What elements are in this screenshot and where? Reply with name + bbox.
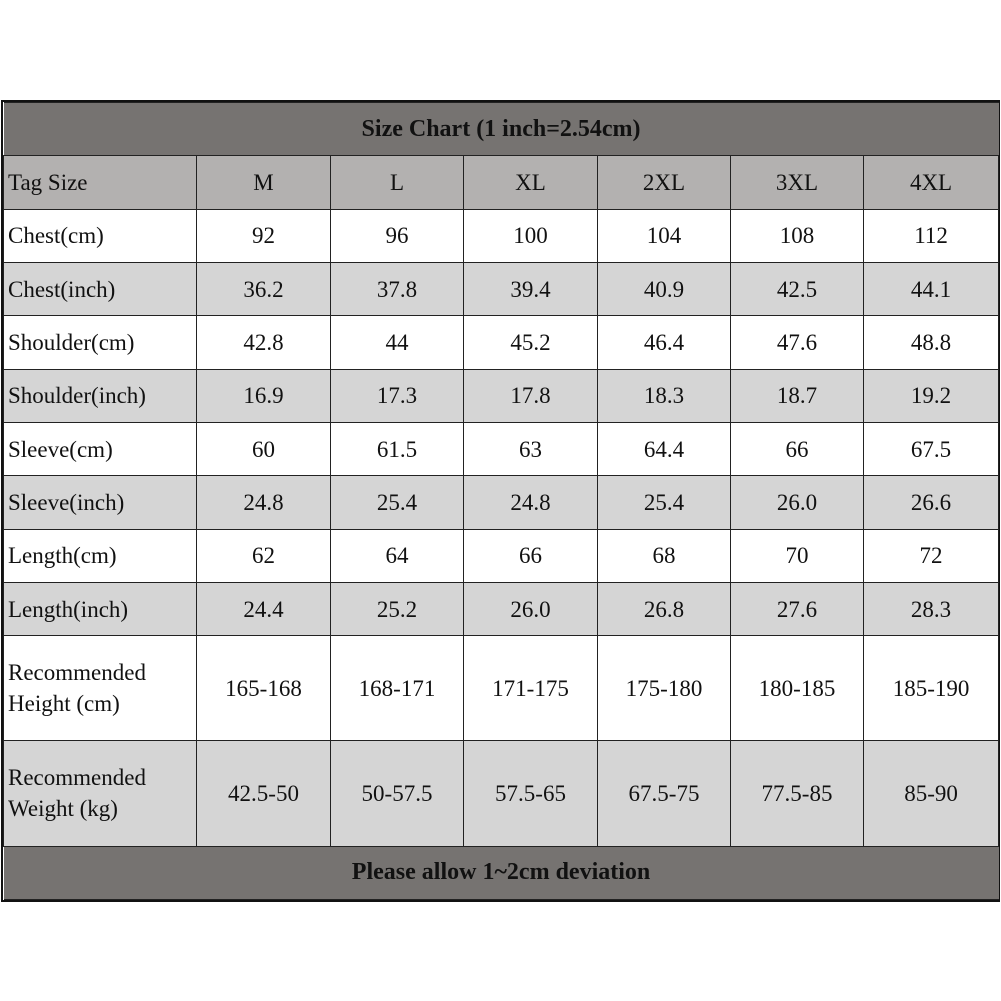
table-cell: 77.5-85 <box>730 740 864 847</box>
table-cell: 66 <box>730 422 864 477</box>
table-cell: 37.8 <box>330 262 464 317</box>
row-label: Shoulder(inch) <box>3 368 197 424</box>
table-row: Chest(cm) 92 96 100 104 108 112 <box>3 208 1000 264</box>
table-cell: 27.6 <box>730 582 864 637</box>
header-row: Tag Size M L XL 2XL 3XL 4XL <box>3 155 1000 210</box>
table-cell: 25.2 <box>330 582 464 637</box>
table-cell: 165-168 <box>196 635 331 742</box>
table-cell: 24.8 <box>463 475 598 530</box>
table-cell: 67.5-75 <box>597 740 731 847</box>
table-cell: 63 <box>463 422 598 477</box>
table-cell: 100 <box>463 208 598 264</box>
table-cell: 18.7 <box>730 368 864 424</box>
table-cell: 40.9 <box>597 262 731 317</box>
table-cell: 17.3 <box>330 368 464 424</box>
table-cell: 96 <box>330 208 464 264</box>
table-cell: 85-90 <box>862 740 1000 847</box>
header-size: L <box>330 155 464 210</box>
table-row: Sleeve(inch) 24.8 25.4 24.8 25.4 26.0 26.6 <box>3 475 1000 530</box>
header-size: 4XL <box>862 155 1000 210</box>
size-table: Size Chart (1 inch=2.54cm) Tag Size M L XL 2… <box>3 101 1000 900</box>
table-cell: 66 <box>463 528 598 584</box>
table-cell: 168-171 <box>330 635 464 742</box>
table-cell: 44.1 <box>862 262 1000 317</box>
table-cell: 185-190 <box>862 635 1000 742</box>
table-row: Shoulder(inch) 16.9 17.3 17.8 18.3 18.7 19.2 <box>3 368 1000 424</box>
table-cell: 48.8 <box>862 315 1000 370</box>
table-cell: 24.8 <box>196 475 331 530</box>
table-cell: 42.5-50 <box>196 740 331 847</box>
table-cell: 42.8 <box>196 315 331 370</box>
title-row: Size Chart (1 inch=2.54cm) <box>3 101 999 157</box>
table-cell: 57.5-65 <box>463 740 598 847</box>
table-row: Recommended Weight (kg) 42.5-50 50-57.5 57.… <box>3 740 1000 847</box>
table-cell: 25.4 <box>330 475 464 530</box>
table-cell: 47.6 <box>730 315 864 370</box>
row-label: Shoulder(cm) <box>3 315 197 370</box>
row-label: Chest(inch) <box>3 262 197 317</box>
table-cell: 16.9 <box>196 368 331 424</box>
table-cell: 18.3 <box>597 368 731 424</box>
table-cell: 72 <box>862 528 1000 584</box>
row-label: Sleeve(inch) <box>3 475 197 530</box>
table-row: Length(inch) 24.4 25.2 26.0 26.8 27.6 28.3 <box>3 582 1000 637</box>
table-cell: 171-175 <box>463 635 598 742</box>
table-cell: 68 <box>597 528 731 584</box>
table-cell: 24.4 <box>196 582 331 637</box>
table-cell: 60 <box>196 422 331 477</box>
table-cell: 104 <box>597 208 731 264</box>
table-cell: 61.5 <box>330 422 464 477</box>
table-cell: 112 <box>862 208 1000 264</box>
header-label: Tag Size <box>3 155 197 210</box>
table-row: Length(cm) 62 64 66 68 70 72 <box>3 528 1000 584</box>
footer-row: Please allow 1~2cm deviation <box>3 845 999 900</box>
table-row: Sleeve(cm) 60 61.5 63 64.4 66 67.5 <box>3 422 1000 477</box>
table-cell: 26.0 <box>730 475 864 530</box>
table-cell: 62 <box>196 528 331 584</box>
table-cell: 26.6 <box>862 475 1000 530</box>
row-label: Sleeve(cm) <box>3 422 197 477</box>
table-cell: 42.5 <box>730 262 864 317</box>
table-cell: 36.2 <box>196 262 331 317</box>
table-cell: 39.4 <box>463 262 598 317</box>
header-size: 3XL <box>730 155 864 210</box>
table-cell: 44 <box>330 315 464 370</box>
table-row: Shoulder(cm) 42.8 44 45.2 46.4 47.6 48.8 <box>3 315 1000 370</box>
table-cell: 25.4 <box>597 475 731 530</box>
table-cell: 92 <box>196 208 331 264</box>
size-chart: Size Chart (1 inch=2.54cm) Tag Size M L XL 2… <box>1 100 1000 902</box>
deviation-note: Please allow 1~2cm deviation <box>3 845 999 900</box>
table-cell: 108 <box>730 208 864 264</box>
header-size: XL <box>463 155 598 210</box>
row-label: Chest(cm) <box>3 208 197 264</box>
table-cell: 175-180 <box>597 635 731 742</box>
chart-title: Size Chart (1 inch=2.54cm) <box>3 101 999 157</box>
table-row: Chest(inch) 36.2 37.8 39.4 40.9 42.5 44.1 <box>3 262 1000 317</box>
table-cell: 17.8 <box>463 368 598 424</box>
table-cell: 46.4 <box>597 315 731 370</box>
row-label: Recommended Height (cm) <box>3 635 197 742</box>
table-cell: 180-185 <box>730 635 864 742</box>
header-size: 2XL <box>597 155 731 210</box>
table-cell: 19.2 <box>862 368 1000 424</box>
row-label: Length(cm) <box>3 528 197 584</box>
row-label: Recommended Weight (kg) <box>3 740 197 847</box>
row-label: Length(inch) <box>3 582 197 637</box>
table-cell: 50-57.5 <box>330 740 464 847</box>
table-cell: 26.8 <box>597 582 731 637</box>
header-size: M <box>196 155 331 210</box>
table-cell: 45.2 <box>463 315 598 370</box>
table-cell: 64.4 <box>597 422 731 477</box>
table-cell: 70 <box>730 528 864 584</box>
table-cell: 67.5 <box>862 422 1000 477</box>
table-cell: 26.0 <box>463 582 598 637</box>
table-row: Recommended Height (cm) 165-168 168-171 171… <box>3 635 1000 742</box>
table-cell: 28.3 <box>862 582 1000 637</box>
table-cell: 64 <box>330 528 464 584</box>
